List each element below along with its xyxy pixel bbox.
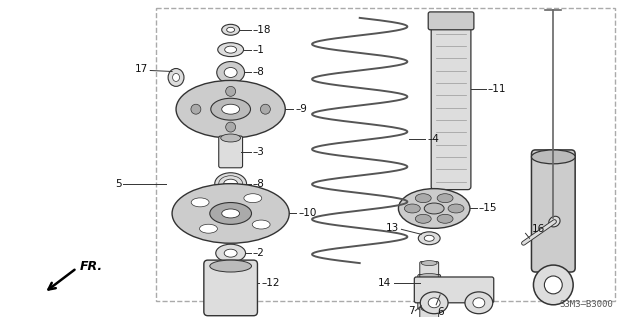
Text: 7: 7 bbox=[408, 306, 414, 316]
Ellipse shape bbox=[224, 249, 237, 257]
Ellipse shape bbox=[424, 235, 434, 241]
Ellipse shape bbox=[252, 220, 270, 229]
Ellipse shape bbox=[531, 150, 575, 164]
Ellipse shape bbox=[221, 209, 239, 218]
Text: 5: 5 bbox=[115, 179, 122, 189]
Ellipse shape bbox=[473, 298, 485, 308]
Ellipse shape bbox=[404, 204, 420, 213]
Text: 17: 17 bbox=[135, 64, 148, 75]
FancyBboxPatch shape bbox=[420, 307, 438, 319]
Ellipse shape bbox=[419, 295, 439, 300]
Ellipse shape bbox=[200, 224, 218, 233]
Ellipse shape bbox=[420, 285, 438, 289]
Ellipse shape bbox=[415, 194, 431, 203]
Ellipse shape bbox=[215, 173, 246, 195]
Ellipse shape bbox=[225, 46, 237, 53]
Ellipse shape bbox=[224, 68, 237, 78]
Ellipse shape bbox=[415, 214, 431, 223]
FancyBboxPatch shape bbox=[418, 296, 440, 309]
FancyBboxPatch shape bbox=[414, 277, 493, 303]
Ellipse shape bbox=[421, 306, 437, 311]
Circle shape bbox=[191, 104, 201, 114]
Circle shape bbox=[260, 104, 270, 114]
Ellipse shape bbox=[173, 73, 180, 81]
Ellipse shape bbox=[420, 292, 448, 314]
Text: –4: –4 bbox=[428, 134, 439, 144]
Text: –2: –2 bbox=[253, 248, 264, 258]
Bar bbox=[156, 8, 615, 301]
Text: 13: 13 bbox=[386, 223, 399, 233]
Text: 14: 14 bbox=[378, 278, 392, 288]
Ellipse shape bbox=[419, 273, 439, 278]
Ellipse shape bbox=[548, 216, 560, 227]
Text: –11: –11 bbox=[488, 84, 506, 94]
Ellipse shape bbox=[221, 104, 239, 114]
Ellipse shape bbox=[221, 24, 239, 35]
Ellipse shape bbox=[399, 189, 470, 228]
Text: 6: 6 bbox=[438, 307, 444, 317]
FancyBboxPatch shape bbox=[418, 275, 440, 287]
Ellipse shape bbox=[168, 69, 184, 86]
Ellipse shape bbox=[424, 203, 444, 214]
Ellipse shape bbox=[244, 194, 262, 203]
Ellipse shape bbox=[545, 276, 563, 294]
Text: FR.: FR. bbox=[80, 260, 103, 272]
Text: –9: –9 bbox=[295, 104, 307, 114]
Ellipse shape bbox=[224, 179, 237, 188]
Ellipse shape bbox=[448, 204, 464, 213]
Ellipse shape bbox=[421, 261, 437, 266]
FancyBboxPatch shape bbox=[531, 150, 575, 272]
FancyBboxPatch shape bbox=[204, 260, 257, 316]
Ellipse shape bbox=[227, 27, 235, 32]
Ellipse shape bbox=[172, 184, 289, 243]
Text: –18: –18 bbox=[253, 25, 271, 35]
Circle shape bbox=[226, 86, 236, 96]
Ellipse shape bbox=[428, 298, 440, 308]
Ellipse shape bbox=[221, 134, 241, 142]
Text: 16: 16 bbox=[531, 224, 545, 234]
Text: –1: –1 bbox=[253, 45, 264, 55]
Ellipse shape bbox=[437, 214, 453, 223]
Ellipse shape bbox=[191, 198, 209, 207]
Ellipse shape bbox=[176, 80, 285, 138]
FancyBboxPatch shape bbox=[428, 12, 474, 30]
Ellipse shape bbox=[211, 98, 250, 120]
Text: –8: –8 bbox=[253, 179, 264, 189]
Ellipse shape bbox=[210, 260, 252, 272]
Ellipse shape bbox=[210, 203, 252, 224]
FancyBboxPatch shape bbox=[219, 136, 243, 168]
FancyBboxPatch shape bbox=[419, 286, 440, 298]
Ellipse shape bbox=[534, 265, 573, 305]
Ellipse shape bbox=[465, 292, 493, 314]
Text: –15: –15 bbox=[479, 204, 497, 213]
Circle shape bbox=[226, 122, 236, 132]
Text: –8: –8 bbox=[253, 68, 264, 78]
Ellipse shape bbox=[419, 232, 440, 245]
Ellipse shape bbox=[217, 62, 244, 83]
Text: –12: –12 bbox=[261, 278, 280, 288]
Ellipse shape bbox=[216, 244, 246, 262]
Text: S3M3–B3000: S3M3–B3000 bbox=[559, 300, 613, 309]
FancyBboxPatch shape bbox=[420, 262, 438, 277]
Ellipse shape bbox=[437, 194, 453, 203]
FancyBboxPatch shape bbox=[431, 17, 471, 189]
Text: –3: –3 bbox=[253, 147, 264, 157]
Ellipse shape bbox=[218, 43, 244, 56]
Text: –10: –10 bbox=[298, 208, 317, 219]
